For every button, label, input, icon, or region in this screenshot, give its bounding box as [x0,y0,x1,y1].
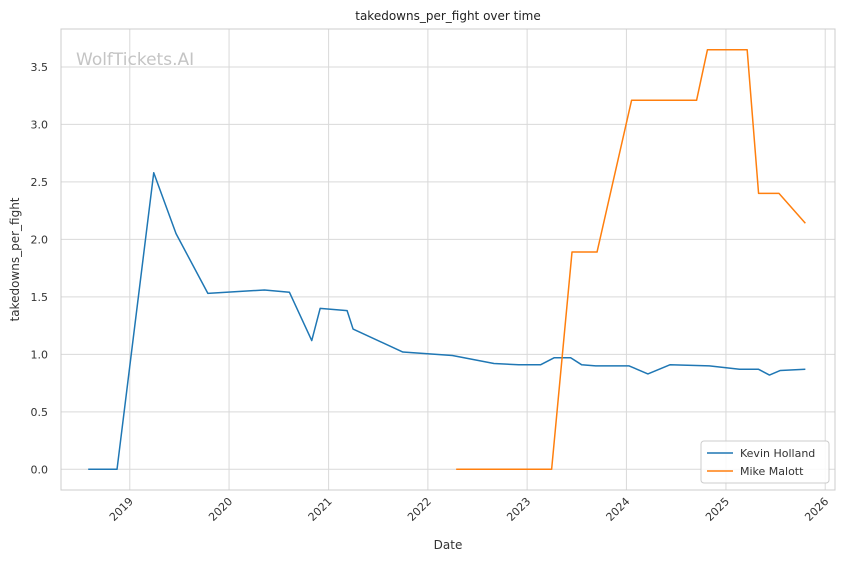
chart-title: takedowns_per_fight over time [355,9,541,23]
series-line-kevin-holland [88,171,806,471]
x-tick-label: 2025 [703,495,732,524]
legend: Kevin Holland Mike Malott [700,440,830,484]
x-tick-label: 2019 [107,495,136,524]
series-layer [88,48,806,471]
y-tick-label: 1.0 [31,348,49,361]
x-tick-label: 2026 [802,495,831,524]
watermark-text: WolfTickets.AI [76,50,194,70]
y-tick-label: 3.0 [31,118,49,131]
x-tick-label: 2020 [206,495,235,524]
plot-frame [60,28,836,491]
y-tick-label: 2.0 [31,233,49,246]
y-axis-ticks: 0.0 0.5 1.0 1.5 2.0 2.5 3.0 3.5 [31,61,49,476]
grid-lines [61,29,835,490]
y-tick-label: 1.5 [31,291,49,304]
x-tick-label: 2021 [306,495,335,524]
x-tick-label: 2024 [604,495,633,524]
series-line-mike-malott [456,48,806,471]
y-axis-label: takedowns_per_fight [8,197,22,321]
x-axis-label: Date [434,538,463,552]
legend-label: Kevin Holland [740,447,815,460]
y-tick-label: 2.5 [31,176,49,189]
y-tick-label: 3.5 [31,61,49,74]
legend-box [700,440,830,484]
y-tick-label: 0.0 [31,463,49,476]
x-axis-ticks: 2019 2020 2021 2022 2023 2024 2025 2026 [107,495,831,524]
x-tick-label: 2023 [504,495,533,524]
x-tick-label: 2022 [405,495,434,524]
y-tick-label: 0.5 [31,406,49,419]
legend-label: Mike Malott [740,465,804,478]
